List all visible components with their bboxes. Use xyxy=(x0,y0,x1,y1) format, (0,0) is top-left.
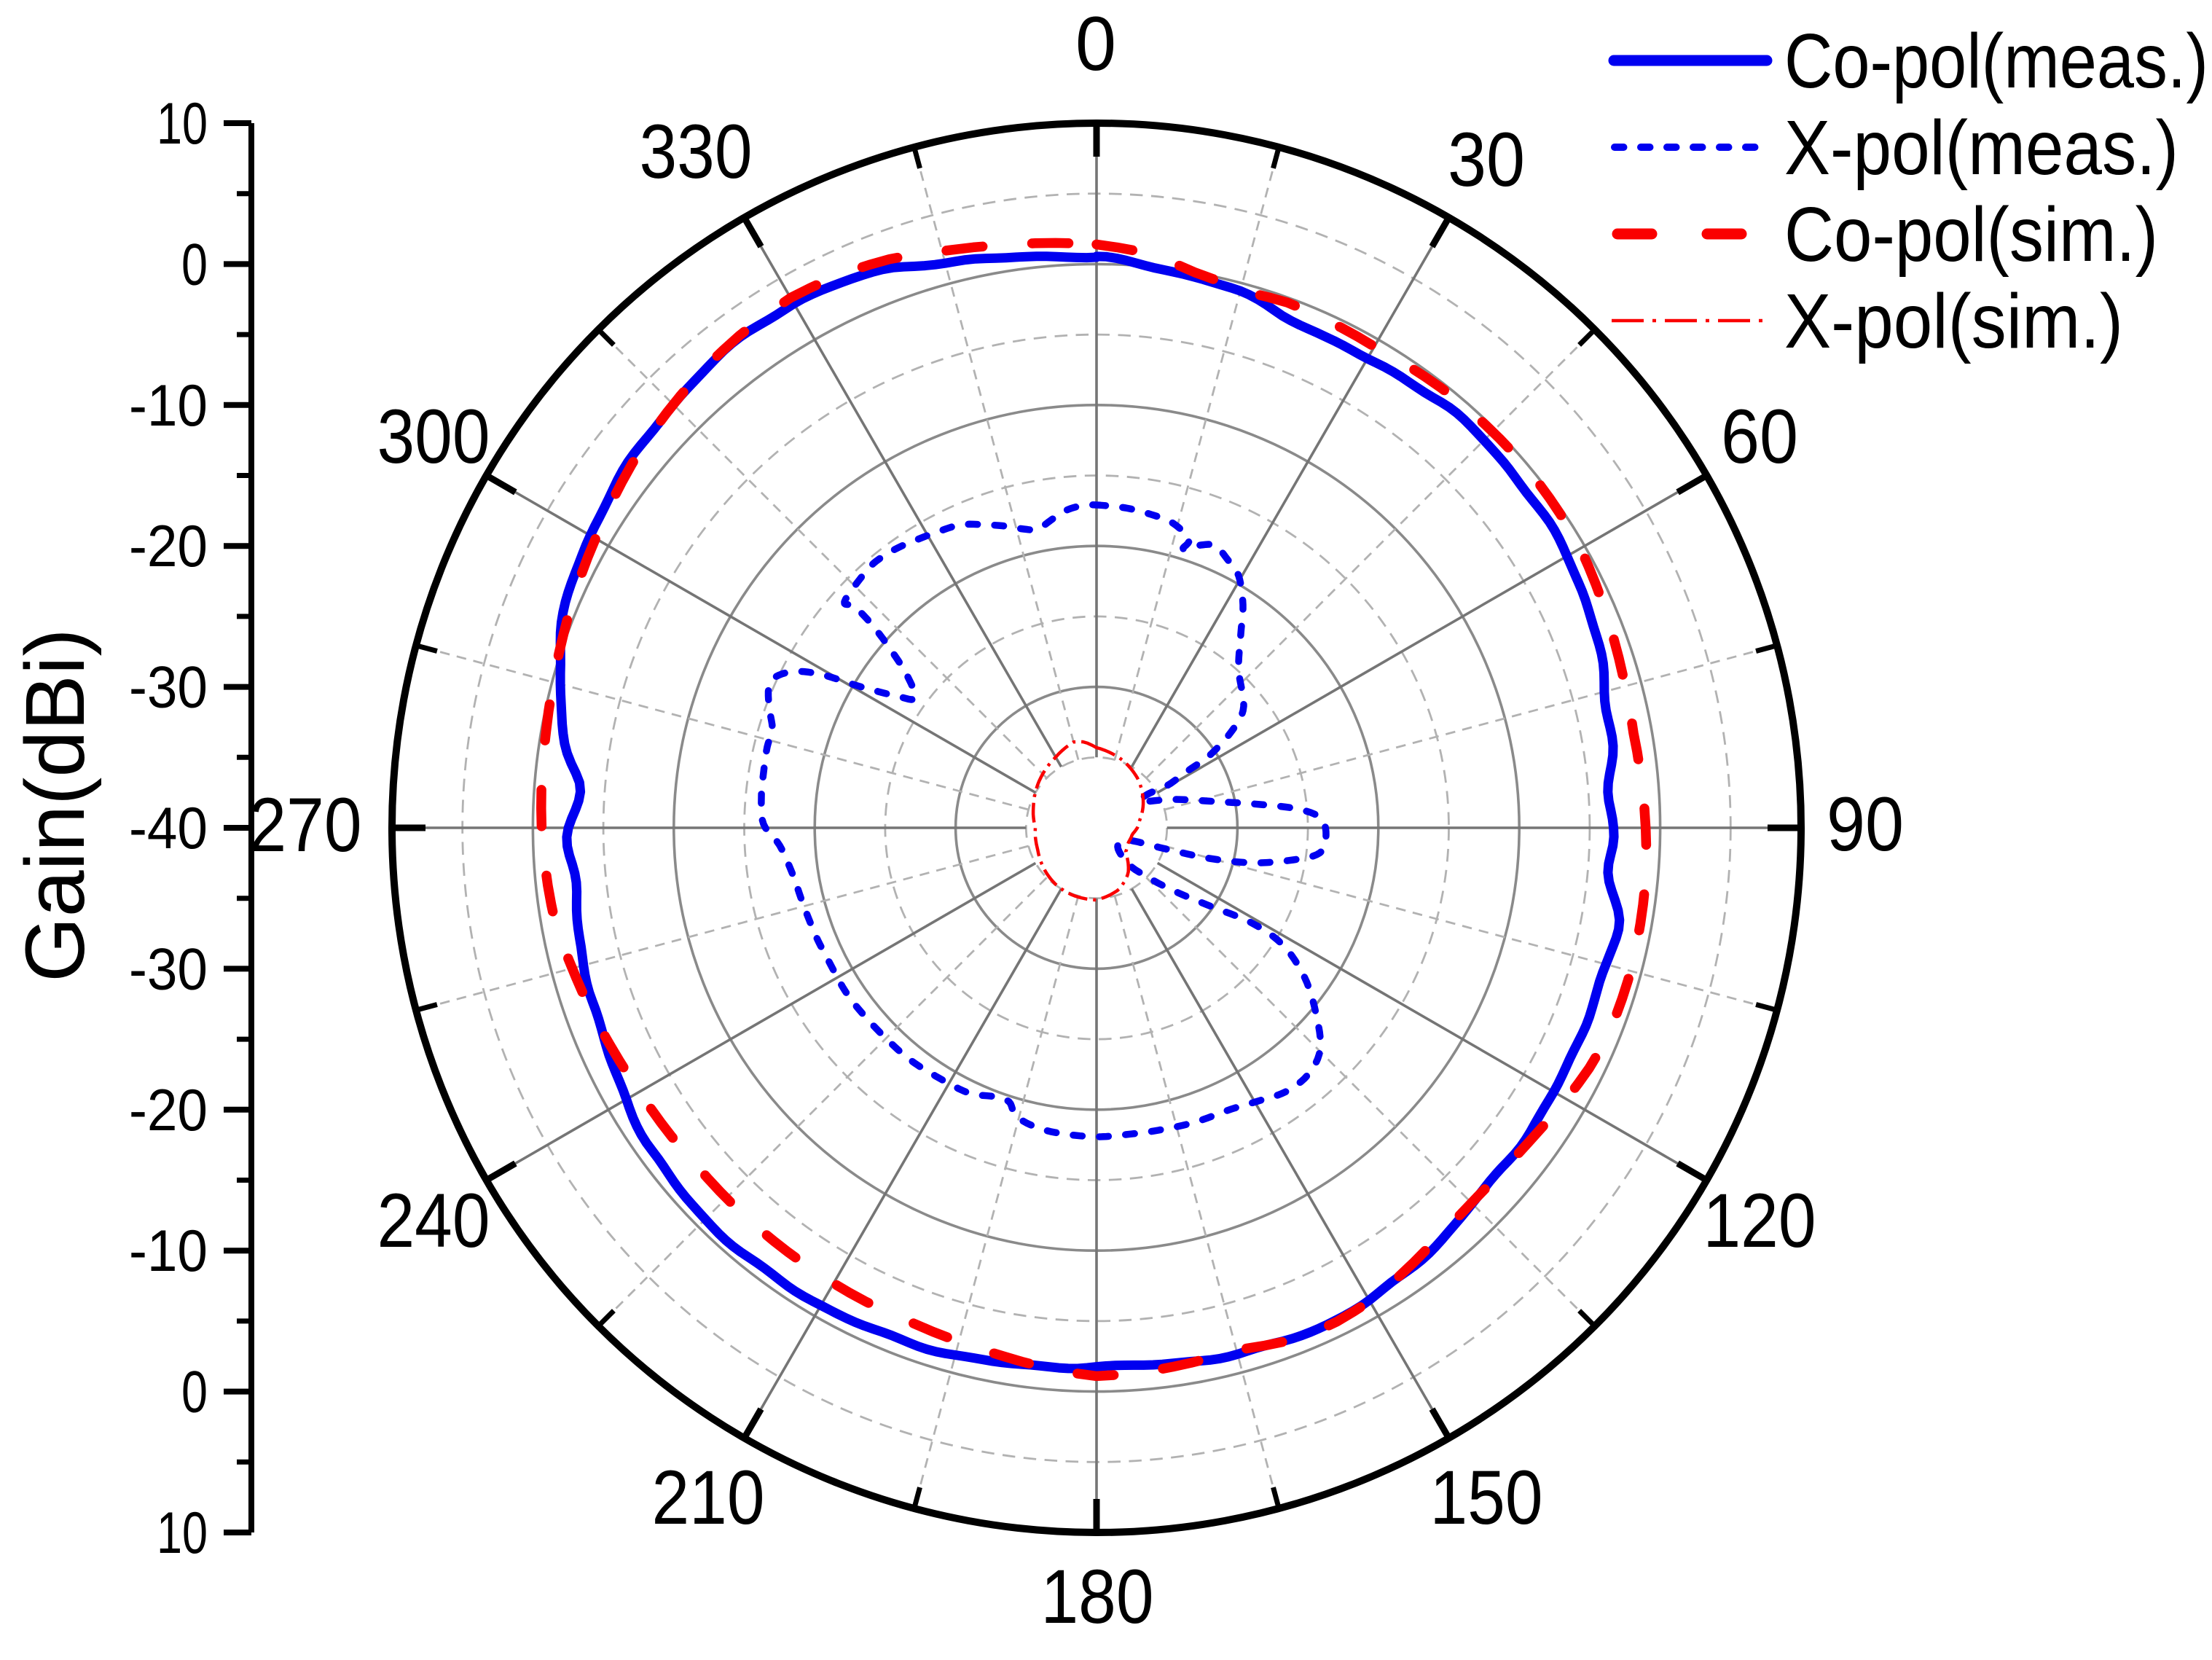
svg-text:-20: -20 xyxy=(129,1078,208,1143)
svg-text:-30: -30 xyxy=(129,936,208,1002)
svg-text:Co-pol(sim.): Co-pol(sim.) xyxy=(1784,192,2158,278)
svg-text:0: 0 xyxy=(1075,1,1116,87)
svg-text:Gain(dBi): Gain(dBi) xyxy=(9,628,102,982)
svg-text:-10: -10 xyxy=(129,1218,208,1284)
svg-text:10: 10 xyxy=(157,1500,208,1566)
svg-text:210: 210 xyxy=(652,1455,765,1540)
svg-text:120: 120 xyxy=(1703,1178,1816,1264)
svg-text:X-pol(sim.): X-pol(sim.) xyxy=(1784,278,2123,364)
svg-text:-40: -40 xyxy=(129,796,208,861)
svg-text:240: 240 xyxy=(377,1178,490,1264)
svg-text:0: 0 xyxy=(181,232,208,297)
svg-text:-10: -10 xyxy=(129,373,208,439)
svg-text:270: 270 xyxy=(249,783,362,868)
svg-text:180: 180 xyxy=(1041,1554,1154,1640)
svg-text:10: 10 xyxy=(157,91,208,157)
svg-text:-30: -30 xyxy=(129,655,208,721)
svg-text:90: 90 xyxy=(1827,782,1904,867)
svg-text:Co-pol(meas.): Co-pol(meas.) xyxy=(1784,18,2208,104)
svg-text:150: 150 xyxy=(1430,1455,1543,1540)
svg-text:-20: -20 xyxy=(129,514,208,579)
svg-text:30: 30 xyxy=(1448,117,1525,203)
svg-text:0: 0 xyxy=(181,1360,208,1425)
svg-text:330: 330 xyxy=(640,109,753,195)
svg-text:300: 300 xyxy=(377,394,490,479)
svg-text:X-pol(meas.): X-pol(meas.) xyxy=(1784,105,2178,191)
svg-text:60: 60 xyxy=(1721,394,1798,479)
